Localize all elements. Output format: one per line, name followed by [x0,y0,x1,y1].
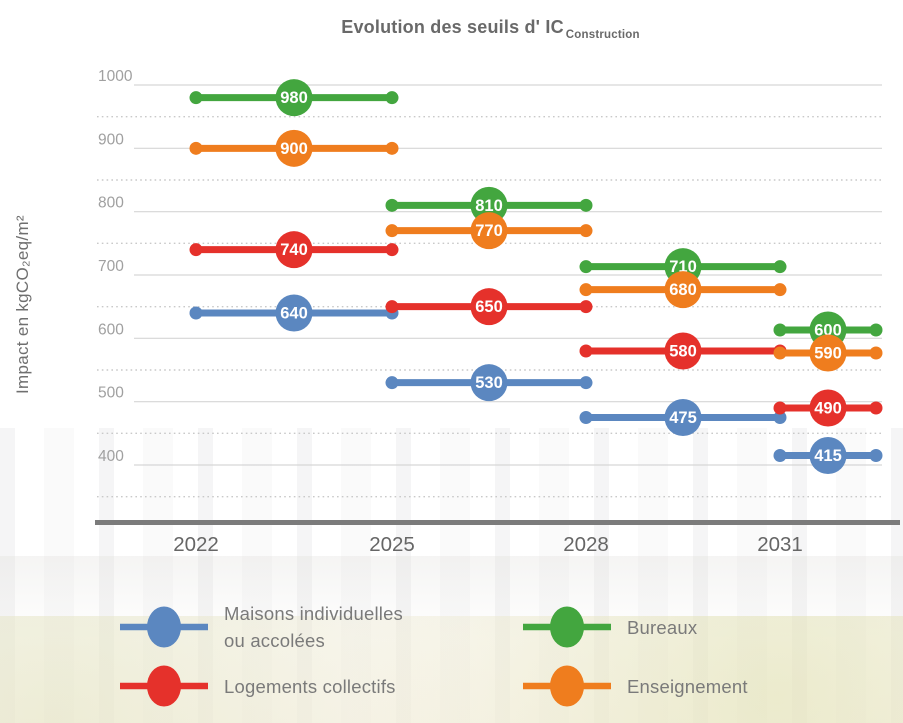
segment-endpoint-logements-collectifs-3-end [869,401,883,415]
segment-endpoint-maisons-individuelles-ou-accol-es-1-start [385,376,399,390]
x-tick-label-2022: 2022 [173,533,219,556]
segment-endpoint-enseignement-0-start [189,141,203,155]
value-label-logements-collectifs-3: 490 [814,399,842,417]
y-tick-label-500: 500 [98,385,124,402]
segment-endpoint-logements-collectifs-2-start [579,344,593,358]
segment-endpoint-enseignement-2-end [773,283,787,297]
segment-endpoint-logements-collectifs-0-start [189,243,203,257]
value-label-enseignement-1: 770 [475,222,503,240]
chart-title-text: Evolution des seuils d' IC [341,17,564,37]
segment-endpoint-maisons-individuelles-ou-accol-es-3-end [869,448,883,462]
value-label-logements-collectifs-0: 740 [280,241,308,259]
value-bubble-logements-collectifs-0 [275,231,313,269]
y-tick-label-1000: 1000 [98,68,133,85]
value-label-logements-collectifs-2: 580 [669,342,697,360]
segment-endpoint-enseignement-2-start [579,283,593,297]
segment-endpoint-logements-collectifs-1-start [385,300,399,314]
segment-endpoint-bureaux-0-end [385,91,399,105]
chart-title-subscript: Construction [565,29,640,41]
y-tick-label-800: 800 [98,195,124,212]
x-tick-label-2025: 2025 [369,533,415,556]
chart-title: Evolution des seuils d' IC Construction [39,17,903,41]
segment-endpoint-logements-collectifs-1-end [579,300,593,314]
value-label-enseignement-0: 900 [280,140,308,158]
value-label-maisons-individuelles-ou-accol-es-3: 415 [814,447,842,465]
value-bubble-enseignement-0 [275,129,313,167]
segment-endpoint-bureaux-3-end [869,323,883,337]
value-bubble-logements-collectifs-3 [809,389,847,427]
x-tick-label-2031: 2031 [757,533,803,556]
segment-endpoint-logements-collectifs-0-end [385,243,399,257]
x-tick-label-2028: 2028 [563,533,609,556]
value-label-logements-collectifs-1: 650 [475,298,503,316]
value-label-enseignement-3: 590 [814,344,842,362]
segment-endpoint-maisons-individuelles-ou-accol-es-2-start [579,410,593,424]
value-label-maisons-individuelles-ou-accol-es-1: 530 [475,374,503,392]
segment-endpoint-enseignement-3-end [869,346,883,360]
value-label-enseignement-2: 680 [669,281,697,299]
value-label-maisons-individuelles-ou-accol-es-2: 475 [669,409,697,427]
y-tick-label-900: 900 [98,131,124,148]
segment-endpoint-bureaux-1-start [385,198,399,212]
value-bubble-maisons-individuelles-ou-accol-es-3 [809,436,847,474]
value-label-maisons-individuelles-ou-accol-es-0: 640 [280,304,308,322]
y-axis-title: Impact en kgCO₂eq/m² [13,215,32,395]
segment-endpoint-maisons-individuelles-ou-accol-es-1-end [579,376,593,390]
segment-endpoint-enseignement-3-start [773,346,787,360]
segment-endpoint-bureaux-0-start [189,91,203,105]
y-tick-label-600: 600 [98,321,124,338]
value-label-bureaux-3: 600 [814,321,842,339]
value-bubble-bureaux-1 [470,186,508,224]
x-axis-line [95,520,900,525]
segment-endpoint-logements-collectifs-3-start [773,401,787,415]
value-bubble-maisons-individuelles-ou-accol-es-0 [275,294,313,332]
y-tick-label-400: 400 [98,448,124,465]
segment-endpoint-bureaux-2-start [579,260,593,274]
value-bubble-enseignement-3 [809,334,847,372]
value-bubble-enseignement-2 [664,271,702,309]
value-label-bureaux-2: 710 [669,258,697,276]
value-label-bureaux-1: 810 [475,197,503,215]
segment-endpoint-enseignement-1-start [385,224,399,238]
segment-endpoint-enseignement-0-end [385,141,399,155]
segment-endpoint-bureaux-3-start [773,323,787,337]
value-bubble-logements-collectifs-1 [470,288,508,326]
value-bubble-logements-collectifs-2 [664,332,702,370]
value-bubble-enseignement-1 [470,212,508,250]
value-label-bureaux-0: 980 [280,89,308,107]
segment-endpoint-maisons-individuelles-ou-accol-es-2-end [773,410,787,424]
segment-endpoint-bureaux-2-end [773,260,787,274]
segment-endpoint-maisons-individuelles-ou-accol-es-3-start [773,448,787,462]
value-bubble-maisons-individuelles-ou-accol-es-1 [470,364,508,402]
value-bubble-maisons-individuelles-ou-accol-es-2 [664,398,702,436]
segment-endpoint-enseignement-1-end [579,224,593,238]
value-bubble-bureaux-0 [275,79,313,117]
segment-endpoint-maisons-individuelles-ou-accol-es-0-start [189,306,203,320]
segment-endpoint-bureaux-1-end [579,198,593,212]
y-tick-label-700: 700 [98,258,124,275]
